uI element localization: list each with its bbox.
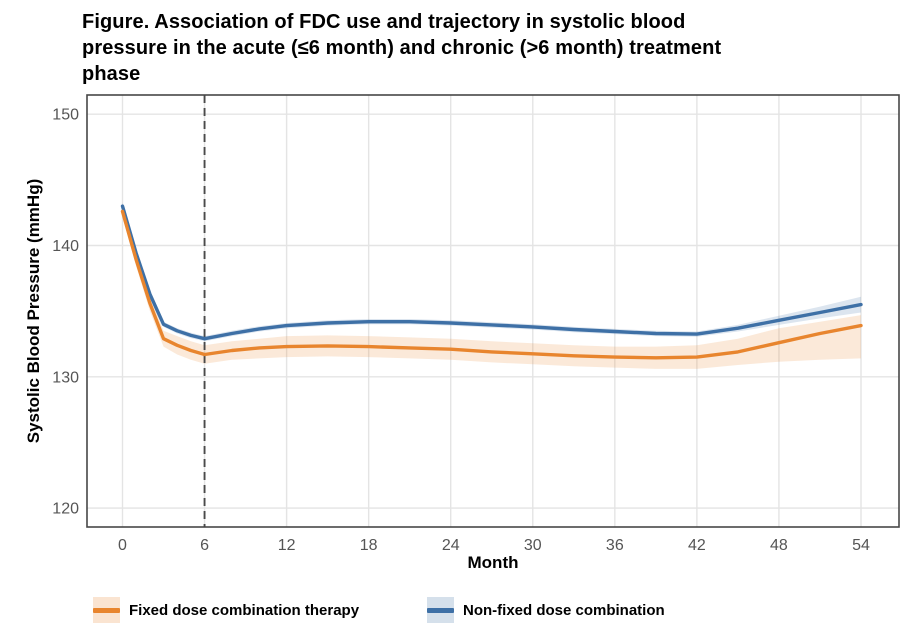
legend-item-non-fdc: Non-fixed dose combination bbox=[427, 597, 665, 623]
fdc-legend-label: Fixed dose combination therapy bbox=[129, 601, 360, 619]
fdc-legend-swatch bbox=[93, 597, 120, 623]
x-tick-label: 36 bbox=[606, 537, 624, 554]
non-fdc-legend-line bbox=[427, 607, 454, 613]
trend-line-fdc bbox=[120, 209, 863, 360]
x-tick-label: 24 bbox=[442, 537, 460, 554]
trend-line-non-fdc bbox=[120, 204, 863, 341]
x-tick-label: 0 bbox=[118, 537, 127, 554]
y-tick-label: 130 bbox=[52, 369, 79, 386]
figure-title-line-3: phase bbox=[82, 63, 141, 85]
fdc-legend-line bbox=[93, 607, 120, 613]
x-tick-label: 12 bbox=[278, 537, 296, 554]
x-tick-label: 18 bbox=[360, 537, 378, 554]
plot-panel bbox=[87, 95, 899, 527]
y-tick-label: 150 bbox=[52, 107, 79, 124]
non-fdc-legend-swatch bbox=[427, 597, 454, 623]
y-axis-title: Systolic Blood Pressure (mmHg) bbox=[24, 178, 43, 444]
figure-title: Figure. Association of FDC use and traje… bbox=[82, 9, 721, 87]
y-tick-label: 120 bbox=[52, 501, 79, 518]
x-tick-label: 48 bbox=[770, 537, 788, 554]
x-tick-label: 54 bbox=[852, 537, 870, 554]
plot-border bbox=[86, 94, 900, 528]
figure-title-line-1: Figure. Association of FDC use and traje… bbox=[82, 11, 686, 33]
x-tick-label: 6 bbox=[200, 537, 209, 554]
x-axis-title: Month bbox=[467, 553, 519, 572]
legend-item-fdc: Fixed dose combination therapy bbox=[93, 597, 359, 623]
y-tick-label: 140 bbox=[52, 238, 79, 255]
x-tick-label: 42 bbox=[688, 537, 706, 554]
figure-title-line-2: pressure in the acute (≤6 month) and chr… bbox=[82, 37, 722, 59]
non-fdc-legend-label: Non-fixed dose combination bbox=[463, 601, 665, 619]
x-tick-label: 30 bbox=[524, 537, 542, 554]
